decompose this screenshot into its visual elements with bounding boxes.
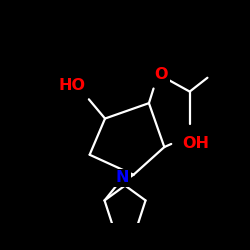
Text: N: N	[116, 170, 130, 185]
Text: HO: HO	[58, 78, 86, 93]
Text: OH: OH	[182, 136, 209, 152]
Text: O: O	[154, 67, 168, 82]
